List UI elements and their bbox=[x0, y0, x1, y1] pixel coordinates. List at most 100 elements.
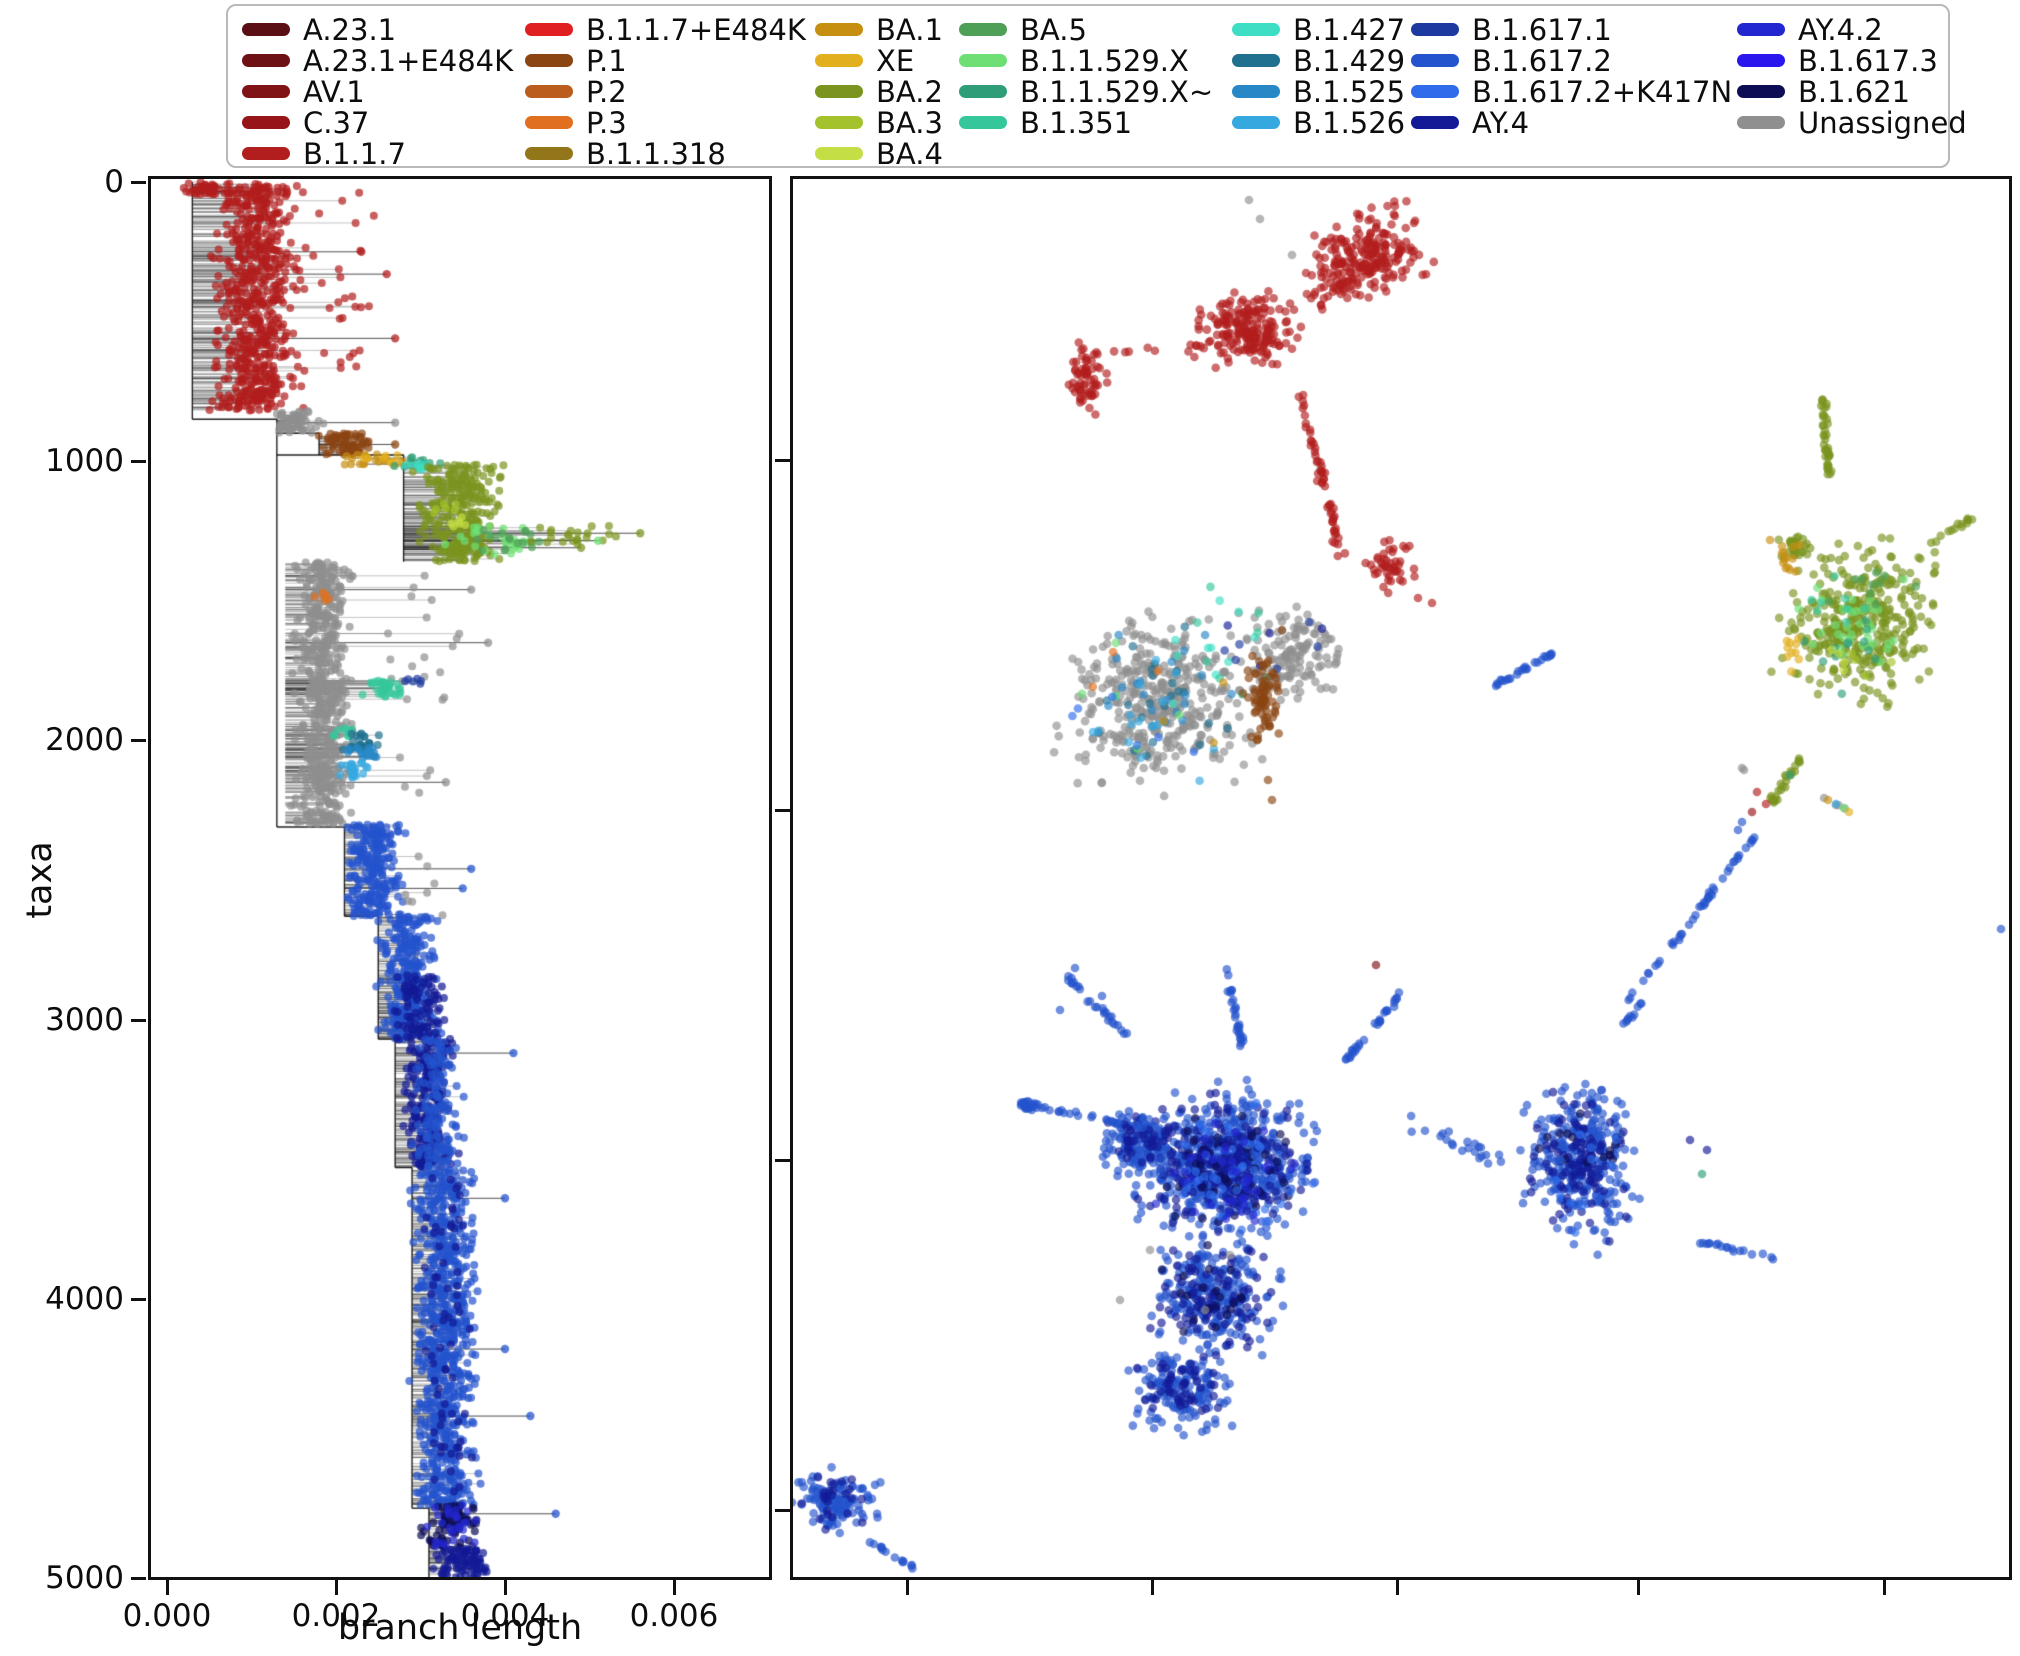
x-tick bbox=[673, 1580, 676, 1595]
y-tick bbox=[131, 460, 146, 464]
tree-yaxis-label: taxa bbox=[20, 841, 60, 919]
legend-color-swatch bbox=[1411, 54, 1459, 67]
y-tick bbox=[131, 1018, 146, 1022]
legend-label: B.1.1.7+E484K bbox=[586, 12, 806, 47]
y-tick-label: 4000 bbox=[45, 1280, 124, 1317]
tree-panel bbox=[148, 176, 772, 1580]
legend-color-swatch bbox=[1737, 116, 1785, 129]
legend-label: C.37 bbox=[303, 105, 370, 140]
y-tick bbox=[131, 1297, 146, 1301]
legend-label: B.1.1.318 bbox=[586, 136, 726, 171]
legend-color-swatch bbox=[959, 54, 1007, 67]
legend-item: AY.4.2 bbox=[1737, 14, 1883, 45]
legend-label: BA.2 bbox=[876, 74, 943, 109]
legend-label: BA.3 bbox=[876, 105, 943, 140]
legend-label: B.1.1.529.X bbox=[1020, 43, 1189, 78]
embedding-panel bbox=[790, 176, 2012, 1580]
legend-label: B.1.617.2 bbox=[1472, 43, 1612, 78]
legend-item: B.1.429 bbox=[1232, 45, 1405, 76]
embedding-canvas bbox=[793, 179, 2009, 1577]
embedding-x-tick bbox=[1637, 1580, 1640, 1595]
legend-item: B.1.526 bbox=[1232, 107, 1405, 138]
legend-item: P.1 bbox=[525, 45, 627, 76]
y-tick-label: 3000 bbox=[45, 1001, 124, 1038]
legend-item: B.1.1.7 bbox=[242, 138, 406, 169]
legend-item: B.1.525 bbox=[1232, 76, 1405, 107]
legend-label: B.1.617.1 bbox=[1472, 12, 1612, 47]
legend-color-swatch bbox=[815, 54, 863, 67]
legend-item: P.2 bbox=[525, 76, 627, 107]
legend-color-swatch bbox=[1232, 23, 1280, 36]
legend-label: P.1 bbox=[586, 43, 627, 78]
y-tick-label: 5000 bbox=[45, 1560, 124, 1596]
legend-color-swatch bbox=[1411, 23, 1459, 36]
y-tick bbox=[131, 739, 146, 743]
y-tick bbox=[131, 181, 146, 184]
legend-item: BA.2 bbox=[815, 76, 943, 107]
legend-label: AY.4 bbox=[1472, 105, 1530, 140]
legend-color-swatch bbox=[242, 23, 290, 36]
tree-xaxis-label: branch length bbox=[337, 1608, 583, 1648]
legend-color-swatch bbox=[1737, 85, 1785, 98]
legend-label: BA.4 bbox=[876, 136, 943, 171]
legend-item: A.23.1+E484K bbox=[242, 45, 513, 76]
legend-color-swatch bbox=[525, 116, 573, 129]
legend-label: B.1.525 bbox=[1293, 74, 1406, 109]
legend-item: BA.1 bbox=[815, 14, 943, 45]
legend-item: C.37 bbox=[242, 107, 369, 138]
legend-label: AY.4.2 bbox=[1798, 12, 1883, 47]
tree-canvas bbox=[151, 179, 769, 1577]
embedding-x-tick bbox=[906, 1580, 909, 1595]
x-tick bbox=[504, 1580, 507, 1595]
y-tick-label: 0 bbox=[104, 164, 124, 200]
legend-label: B.1.1.529.X~ bbox=[1020, 74, 1214, 109]
legend-item: B.1.617.3 bbox=[1737, 45, 1938, 76]
legend-label: B.1.526 bbox=[1293, 105, 1406, 140]
legend-label: B.1.429 bbox=[1293, 43, 1406, 78]
legend-label: B.1.617.3 bbox=[1798, 43, 1938, 78]
embedding-x-tick bbox=[1151, 1580, 1154, 1595]
legend-color-swatch bbox=[525, 23, 573, 36]
legend-color-swatch bbox=[525, 85, 573, 98]
legend-item: BA.5 bbox=[959, 14, 1087, 45]
legend-color-swatch bbox=[959, 85, 1007, 98]
legend-item: B.1.1.529.X~ bbox=[959, 76, 1213, 107]
legend-color-swatch bbox=[815, 23, 863, 36]
legend-item: B.1.1.529.X bbox=[959, 45, 1189, 76]
y-tick bbox=[131, 1577, 146, 1580]
x-tick-label: 0.006 bbox=[629, 1598, 719, 1634]
legend-item: B.1.1.318 bbox=[525, 138, 726, 169]
legend-item: B.1.617.2 bbox=[1411, 45, 1612, 76]
legend-color-swatch bbox=[242, 147, 290, 160]
embedding-y-tick bbox=[775, 1509, 790, 1512]
legend-color-swatch bbox=[1737, 23, 1785, 36]
legend-color-swatch bbox=[1232, 116, 1280, 129]
lineage-legend: A.23.1 A.23.1+E484K AV.1 C.37 B.1.1.7 B.1.1.7… bbox=[226, 4, 1967, 171]
legend-item: XE bbox=[815, 45, 914, 76]
legend-item: B.1.617.2+K417N bbox=[1411, 76, 1732, 107]
legend-color-swatch bbox=[1232, 54, 1280, 67]
x-tick-label: 0.004 bbox=[460, 1598, 550, 1634]
legend-label: AV.1 bbox=[303, 74, 365, 109]
legend-label: P.2 bbox=[586, 74, 627, 109]
legend-color-swatch bbox=[242, 54, 290, 67]
legend-label: B.1.351 bbox=[1020, 105, 1133, 140]
legend-color-swatch bbox=[959, 23, 1007, 36]
legend-label: B.1.1.7 bbox=[303, 136, 406, 171]
legend-item: BA.3 bbox=[815, 107, 943, 138]
legend-label: B.1.427 bbox=[1293, 12, 1406, 47]
legend-item: AV.1 bbox=[242, 76, 365, 107]
y-tick-label: 2000 bbox=[45, 722, 124, 759]
legend-label: BA.1 bbox=[876, 12, 943, 47]
legend-label: A.23.1+E484K bbox=[303, 43, 514, 78]
legend-color-swatch bbox=[959, 116, 1007, 129]
x-tick-label: 0.002 bbox=[291, 1598, 381, 1634]
embedding-y-tick bbox=[775, 1159, 790, 1162]
legend-label: XE bbox=[876, 43, 915, 78]
embedding-x-tick bbox=[1883, 1580, 1886, 1595]
legend-color-swatch bbox=[1737, 54, 1785, 67]
x-tick-label: 0.000 bbox=[122, 1598, 212, 1634]
legend-color-swatch bbox=[525, 54, 573, 67]
legend-color-swatch bbox=[815, 147, 863, 160]
